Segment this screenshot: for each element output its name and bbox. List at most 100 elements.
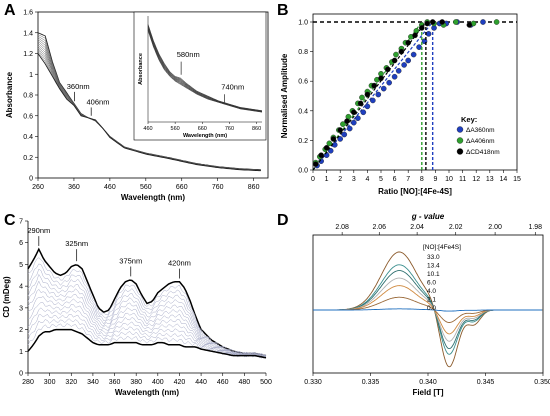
data-point [466, 22, 473, 28]
x-tick-label: 5 [379, 176, 383, 183]
y-tick-label: 5 [19, 262, 23, 269]
y-axis-label: Absorbance [5, 71, 14, 118]
inset-x-tick-label: 760 [225, 126, 234, 132]
x-tick-label: 12 [472, 176, 480, 183]
plot-frame [312, 13, 518, 171]
data-point [364, 103, 371, 110]
top-tick-label: 2.06 [372, 224, 386, 231]
inset-x-tick-label: 660 [198, 126, 207, 132]
inset-y-axis-label: Absorbance [138, 53, 144, 85]
x-tick-label: 320 [65, 379, 77, 386]
x-tick-label: 0.330 [304, 379, 322, 386]
x-tick-label: 7 [406, 176, 410, 183]
annotation-360nm: 360nm [67, 82, 90, 91]
cd-trace [27, 280, 267, 358]
cd-trace [27, 307, 267, 359]
x-axis-label: Wavelength (nm) [115, 388, 179, 397]
legend-label: ΔA360nm [466, 127, 495, 134]
cd-trace [27, 257, 267, 358]
data-point [439, 19, 445, 25]
fit-line [312, 21, 434, 171]
legend-marker [456, 126, 464, 133]
inset-x-tick-label: 460 [143, 126, 152, 132]
x-tick-label: 0.340 [419, 379, 437, 386]
y-tick-label: 1 [19, 349, 23, 356]
panel-d-chart: 0.330 0.335 0.340 0.345 0.350 Field [T] 2.08 2.… [304, 212, 550, 397]
x-tick-label: 9 [433, 176, 437, 183]
data-point [429, 19, 436, 25]
y-tick-label: 0.0 [298, 168, 308, 175]
inset-trace [147, 30, 263, 113]
panel-letter-b: B [277, 2, 289, 19]
x-tick-label: 0.350 [534, 379, 550, 386]
panel-letter-a: A [4, 2, 16, 19]
x-axis-label: Wavelength (nm) [121, 193, 185, 202]
annotation-740nm: 740nm [221, 82, 244, 91]
inset-frame [133, 11, 267, 141]
legend-label: 4.0 [427, 288, 436, 295]
legend-marker [456, 148, 464, 155]
inset-x-tick-label: 860 [252, 126, 261, 132]
panel-b: B 0.0 0.2 0.4 0.6 0.8 1.0 0 1 2 3 4 5 6 7 8 9 10 11 12 13 14… [275, 0, 550, 205]
panel-c: C 0 1 2 3 4 5 6 7 280 300 320 340 360 380 400 420 440 460… [0, 205, 275, 411]
panel-d: D 0.330 0.335 0.340 0.345 0.350 Field [T] 2.08… [275, 205, 550, 411]
y-tick-label: 4 [19, 284, 23, 291]
y-tick-label: 3 [19, 305, 23, 312]
data-point [380, 85, 387, 92]
x-tick-label: 14 [500, 176, 508, 183]
panel-b-chart: 0.00.20.40.60.81.00 1 2 3 4 5 6 7 8 9 10 11 12 13 14 15… [280, 13, 521, 196]
x-tick-label: 400 [152, 379, 164, 386]
x-tick-label: 13 [486, 176, 494, 183]
data-point [410, 51, 417, 58]
y-tick-label: 0 [19, 371, 23, 378]
x-tick-label: 3 [352, 176, 356, 183]
y-tick-label: 7 [19, 219, 23, 226]
data-point [351, 109, 357, 116]
legend-label: 10.1 [427, 271, 440, 278]
panel-c-chart: 0 1 2 3 4 5 6 7 280 300 320 340 360 380 400 420 440 460 48… [2, 219, 272, 398]
panel-letter-c: C [4, 212, 16, 229]
legend-label: 6.0 [427, 280, 436, 287]
y-tick-label: 1.0 [298, 20, 308, 27]
cd-trace [27, 296, 267, 359]
x-tick-label: 11 [459, 176, 466, 183]
annotation-375nm: 375nm [119, 257, 142, 266]
y-tick-label: 2 [19, 327, 23, 334]
legend-label: ΔCD418nm [466, 149, 500, 156]
x-tick-label: 15 [513, 176, 521, 183]
data-point [378, 75, 384, 82]
x-tick-label: 860 [248, 184, 260, 191]
data-point [359, 94, 365, 101]
x-tick-label: 480 [239, 379, 251, 386]
top-tick-label: 2.02 [449, 224, 463, 231]
panel-letter-d: D [277, 212, 289, 229]
x-axis-label: Field [T] [412, 388, 443, 397]
y-tick-label: 6 [19, 240, 23, 247]
data-point [395, 68, 402, 74]
y-tick-label: 0.6 [298, 79, 308, 86]
y-tick-label: 0.2 [298, 138, 308, 145]
cd-trace [27, 288, 267, 358]
x-tick-label: 440 [195, 379, 207, 386]
y-tick-label: 0.6 [23, 113, 33, 120]
data-point [480, 19, 486, 25]
y-tick-label: 1.4 [23, 30, 33, 37]
legend-label: ΔA406nm [466, 138, 495, 145]
x-tick-label: 360 [109, 379, 121, 386]
inset-x-axis-label: Wavelength (nm) [183, 133, 227, 139]
data-point [351, 119, 357, 126]
x-tick-label: 420 [174, 379, 186, 386]
data-point [401, 62, 407, 68]
x-tick-label: 500 [260, 379, 272, 386]
legend-title: [NO]:[4Fe4S] [423, 244, 461, 251]
data-point [405, 57, 411, 64]
data-point [323, 144, 330, 151]
data-point [398, 48, 405, 55]
x-tick-label: 10 [445, 176, 453, 183]
x-tick-label: 280 [22, 379, 34, 386]
top-tick-label: 1.98 [528, 224, 542, 231]
y-tick-label: 0.8 [298, 49, 308, 56]
x-tick-label: 760 [212, 184, 224, 191]
y-tick-label: 1.2 [23, 51, 33, 58]
cd-trace [27, 323, 267, 359]
